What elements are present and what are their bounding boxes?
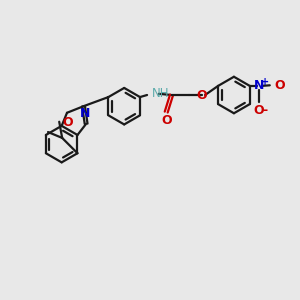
Text: O: O bbox=[274, 79, 284, 92]
Text: NH: NH bbox=[152, 87, 170, 100]
Text: N: N bbox=[254, 80, 264, 92]
Text: O: O bbox=[196, 88, 207, 101]
Text: -: - bbox=[262, 103, 268, 116]
Text: O: O bbox=[161, 114, 172, 128]
Text: O: O bbox=[62, 116, 73, 129]
Text: +: + bbox=[261, 77, 269, 87]
Text: O: O bbox=[253, 104, 264, 117]
Text: N: N bbox=[80, 107, 90, 120]
